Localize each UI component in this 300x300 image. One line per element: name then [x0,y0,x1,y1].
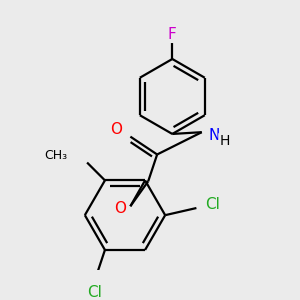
Text: CH₃: CH₃ [44,149,68,162]
Text: F: F [168,26,177,41]
Text: Cl: Cl [205,197,220,212]
Text: Cl: Cl [87,285,102,300]
Text: O: O [114,200,126,215]
Text: O: O [110,122,122,137]
Text: N: N [208,128,219,143]
Text: H: H [220,134,230,148]
